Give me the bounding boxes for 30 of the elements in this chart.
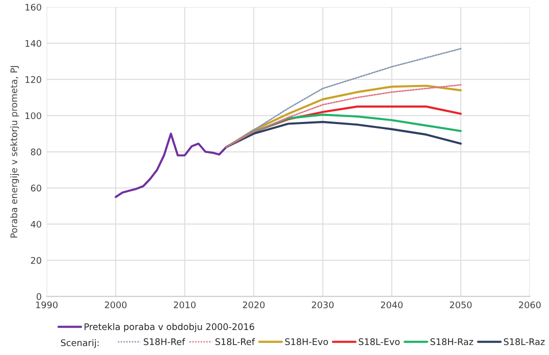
legend-label: S18L-Evo	[358, 338, 400, 346]
y-tick-label: 60	[30, 184, 42, 192]
legend-title: Scenarij:	[60, 339, 99, 348]
legend-label: S18H-Ref	[144, 338, 186, 346]
x-tick-label: 2060	[518, 301, 541, 308]
line-series	[225, 120, 462, 148]
legend-label: S18H-Evo	[285, 338, 328, 346]
x-tick-label: 2050	[450, 301, 472, 308]
legend-label: S18L-Ref	[215, 338, 255, 346]
line-series	[225, 114, 462, 148]
y-tick-label: 140	[26, 40, 42, 47]
y-tick-label: 80	[30, 148, 42, 156]
y-tick-label: 0	[36, 293, 42, 300]
y-tick-label: 160	[26, 4, 42, 11]
legend-label: S18L-Raz	[504, 338, 545, 346]
x-tick-label: 2000	[104, 301, 127, 308]
x-tick-label: 2030	[312, 301, 334, 308]
x-tick-label: 2020	[242, 301, 265, 308]
y-tick-label: 20	[30, 256, 42, 264]
y-tick-label: 100	[26, 112, 42, 120]
x-tick-label: 1990	[36, 301, 58, 308]
y-tick-label: 120	[26, 76, 42, 83]
x-tick-label: 2040	[380, 301, 403, 308]
legend-label: Pretekla poraba v obdobju 2000-2016	[84, 323, 254, 332]
legend-label: S18H-Raz	[430, 338, 474, 346]
y-tick-label: 40	[30, 220, 42, 228]
line-series	[114, 132, 228, 198]
line-series	[225, 48, 462, 148]
x-tick-label: 2010	[174, 301, 196, 308]
y-axis-title: Poraba energije v sektorju prometa, PJ	[10, 66, 20, 238]
